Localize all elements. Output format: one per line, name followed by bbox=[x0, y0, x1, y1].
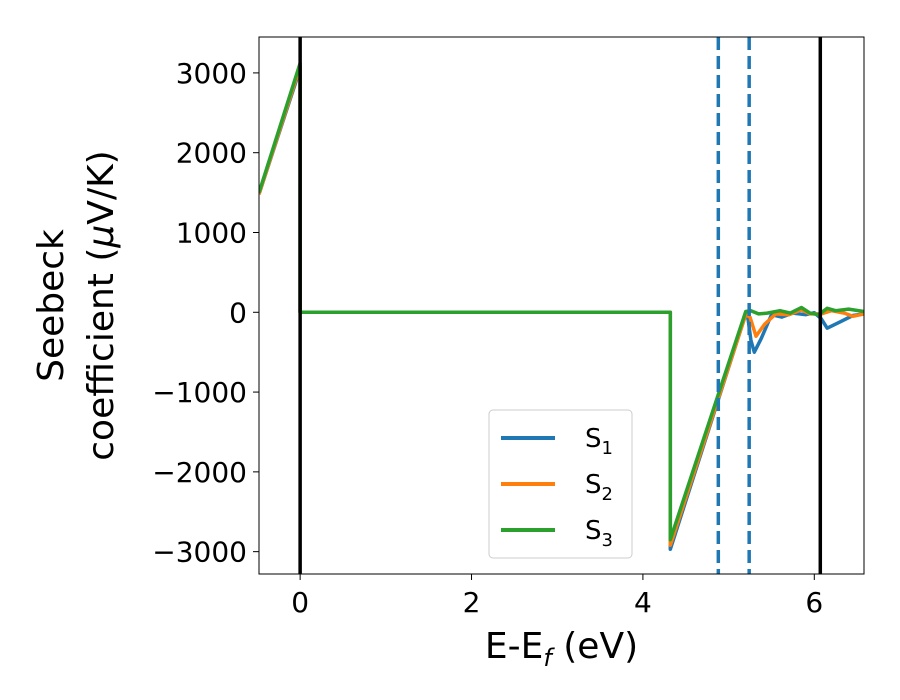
x-axis-label: E-Ef (eV) bbox=[485, 626, 638, 672]
y-tick-label-1000: 1000 bbox=[176, 216, 247, 249]
reference-lines bbox=[298, 37, 823, 574]
y-axis-label-line1: Seebeck bbox=[31, 229, 72, 382]
x-tick-label-0: 0 bbox=[291, 586, 309, 619]
legend-box bbox=[488, 409, 633, 559]
y-tick-label-2000: 2000 bbox=[176, 137, 247, 170]
y-axis-label: Seebeck coefficient (μV/K) bbox=[31, 150, 122, 460]
y-tick-label-3000: 3000 bbox=[176, 57, 247, 90]
y-tick-label--3000: −3000 bbox=[152, 536, 247, 569]
series-layer bbox=[259, 61, 864, 552]
series-line-s3 bbox=[259, 61, 864, 542]
legend-label-s2: S2 bbox=[585, 470, 613, 505]
axis-ticks: 0 2 4 6 3000 2000 1000 0 −1000 −2000 −3000 bbox=[152, 57, 823, 619]
y-tick-label--1000: −1000 bbox=[152, 376, 247, 409]
legend-label-s3: S3 bbox=[585, 516, 613, 551]
y-tick-label-0: 0 bbox=[229, 296, 247, 329]
x-tick-label-6: 6 bbox=[805, 586, 823, 619]
plot-area-frame bbox=[258, 36, 865, 575]
y-axis-label-line2: coefficient (μV/K) bbox=[81, 150, 122, 460]
legend: S1 S2 S3 bbox=[488, 409, 633, 559]
x-tick-label-2: 2 bbox=[463, 586, 481, 619]
legend-label-s1: S1 bbox=[585, 424, 613, 459]
y-tick-label--2000: −2000 bbox=[152, 456, 247, 489]
x-tick-label-4: 4 bbox=[634, 586, 652, 619]
